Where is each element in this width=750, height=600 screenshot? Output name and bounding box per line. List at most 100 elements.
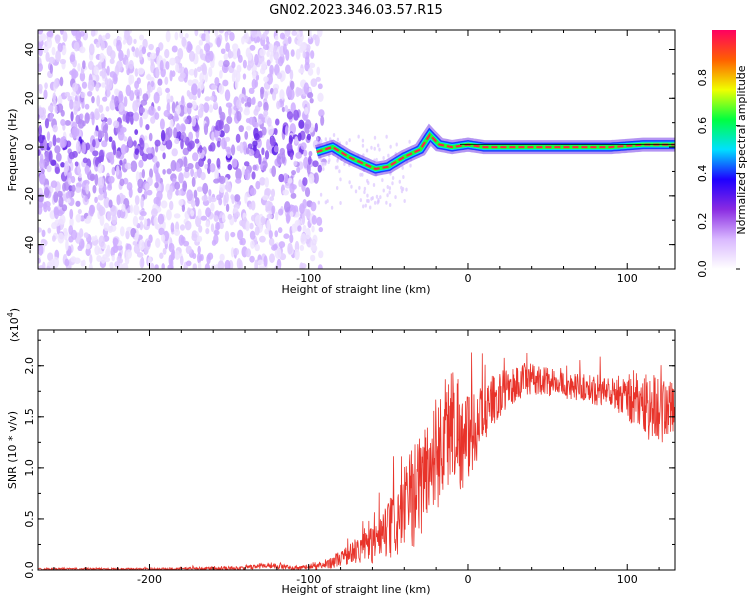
spectrogram-cell: [387, 153, 390, 158]
spectrogram-cell: [198, 39, 203, 46]
spectrogram-cell: [187, 207, 191, 215]
spectrogram-cell: [285, 213, 291, 224]
spectrogram-cell: [175, 122, 181, 133]
spectrogram-cell: [252, 164, 257, 171]
spectrogram-cell: [85, 247, 91, 257]
spectrogram-cell: [69, 208, 74, 220]
spectrogram-cell: [92, 150, 99, 157]
spectrogram-cell: [116, 60, 123, 73]
spectrogram-cell: [249, 222, 254, 230]
spectrogram-cell: [243, 161, 250, 167]
spectrogram-cell: [38, 106, 44, 116]
spectrogram-cell: [208, 50, 214, 62]
spectrogram-cell: [134, 148, 140, 155]
spectrogram-cell: [327, 160, 330, 165]
spectrogram-cell: [113, 75, 118, 82]
spectrogram-cell: [161, 263, 165, 269]
spectrogram-cell: [79, 113, 84, 120]
spectrogram-cell: [122, 113, 126, 122]
spectrogram-cell: [269, 137, 276, 146]
spectrogram-cell: [184, 33, 189, 39]
spectrogram-cell: [103, 190, 108, 199]
spectrogram-x-ticks: -200 -100 0 100: [53, 30, 660, 285]
spectrogram-cell: [123, 96, 128, 107]
spectrogram-cell: [38, 201, 44, 209]
spectrogram-cell: [73, 41, 80, 52]
spectrogram-cell: [366, 198, 369, 203]
snr-exponent-suffix: ): [8, 308, 21, 312]
spectrogram-cell: [284, 30, 291, 38]
spectrogram-cell: [67, 177, 72, 185]
spectrogram-cell: [254, 259, 259, 269]
spectrogram-cell: [170, 222, 175, 233]
spectrogram-cell: [38, 193, 44, 203]
spectrogram-cell: [198, 158, 204, 168]
spectrogram-cell: [310, 50, 315, 59]
spectrogram-cell: [274, 247, 282, 259]
spectrogram-cell: [373, 135, 377, 140]
spectrogram-cell: [39, 158, 45, 170]
spectrogram-cell: [243, 31, 250, 44]
spectrogram-cell: [266, 219, 271, 231]
spectrogram-cell: [146, 189, 153, 196]
spectrogram-cell: [183, 170, 190, 179]
spectrogram-cell: [207, 252, 214, 261]
spectrogram-cell: [317, 200, 321, 205]
spectrogram-cell: [148, 43, 154, 51]
spectrogram-cell: [38, 88, 43, 94]
spectrogram-cell: [96, 255, 102, 262]
spectrogram-cell: [71, 184, 76, 193]
spectrogram-cell: [118, 49, 124, 62]
x-tick-label: 0: [464, 272, 471, 285]
spectrogram-cell: [64, 91, 71, 97]
spectrogram-cell: [289, 80, 295, 91]
spectrogram-cell: [287, 242, 293, 255]
spectrogram-cell: [210, 202, 215, 212]
spectrogram-cell: [196, 186, 203, 192]
spectrogram-cell: [264, 91, 269, 100]
spectrogram-cell: [229, 31, 235, 42]
spectrogram-cell: [143, 244, 149, 255]
spectrogram-cell: [345, 141, 348, 146]
spectrogram-cell: [272, 45, 277, 56]
spectrogram-cell: [40, 168, 45, 174]
spectrogram-cell: [369, 205, 372, 210]
spectrogram-cell: [244, 130, 249, 140]
spectrogram-cell: [73, 127, 80, 137]
spectrogram-cell: [302, 177, 308, 187]
spectrogram-cell: [278, 241, 286, 249]
spectrogram-cell: [203, 123, 209, 136]
spectrogram-cell: [110, 205, 117, 217]
spectrogram-cell: [209, 163, 216, 173]
spectrogram-cell: [196, 235, 203, 242]
spectrogram-cell: [107, 117, 113, 126]
spectrogram-cell: [401, 165, 404, 170]
spectrogram-cell: [266, 73, 274, 85]
spectrogram-cell: [106, 211, 112, 222]
spectrogram-cell: [94, 173, 99, 186]
spectrogram-cell: [307, 67, 314, 76]
spectrogram-cell: [211, 84, 218, 90]
spectrogram-cell: [147, 256, 152, 266]
spectrogram-cell: [285, 64, 291, 74]
spectrogram-cell: [62, 31, 68, 42]
spectrogram-cell: [47, 104, 54, 112]
spectrogram-cell: [59, 76, 64, 87]
spectrogram-cell: [294, 136, 299, 144]
spectrogram-cell: [71, 69, 79, 79]
spectrogram-cell: [281, 151, 286, 164]
spectrogram-cell: [84, 103, 90, 110]
spectrogram-cell: [43, 187, 50, 198]
spectrogram-cell: [116, 255, 121, 263]
spectrogram-cell: [281, 106, 286, 113]
spectrogram-cell: [286, 86, 292, 98]
spectrogram-cell: [100, 113, 105, 120]
spectrogram-cell: [173, 228, 181, 236]
spectrogram-cell: [336, 158, 339, 163]
spectrogram-cell: [216, 157, 221, 169]
spectrogram-cell: [57, 190, 63, 198]
spectrogram-cell: [184, 118, 190, 125]
spectrogram-cell: [154, 264, 159, 269]
spectrogram-cell: [164, 48, 170, 59]
spectrogram-cell: [318, 250, 324, 259]
